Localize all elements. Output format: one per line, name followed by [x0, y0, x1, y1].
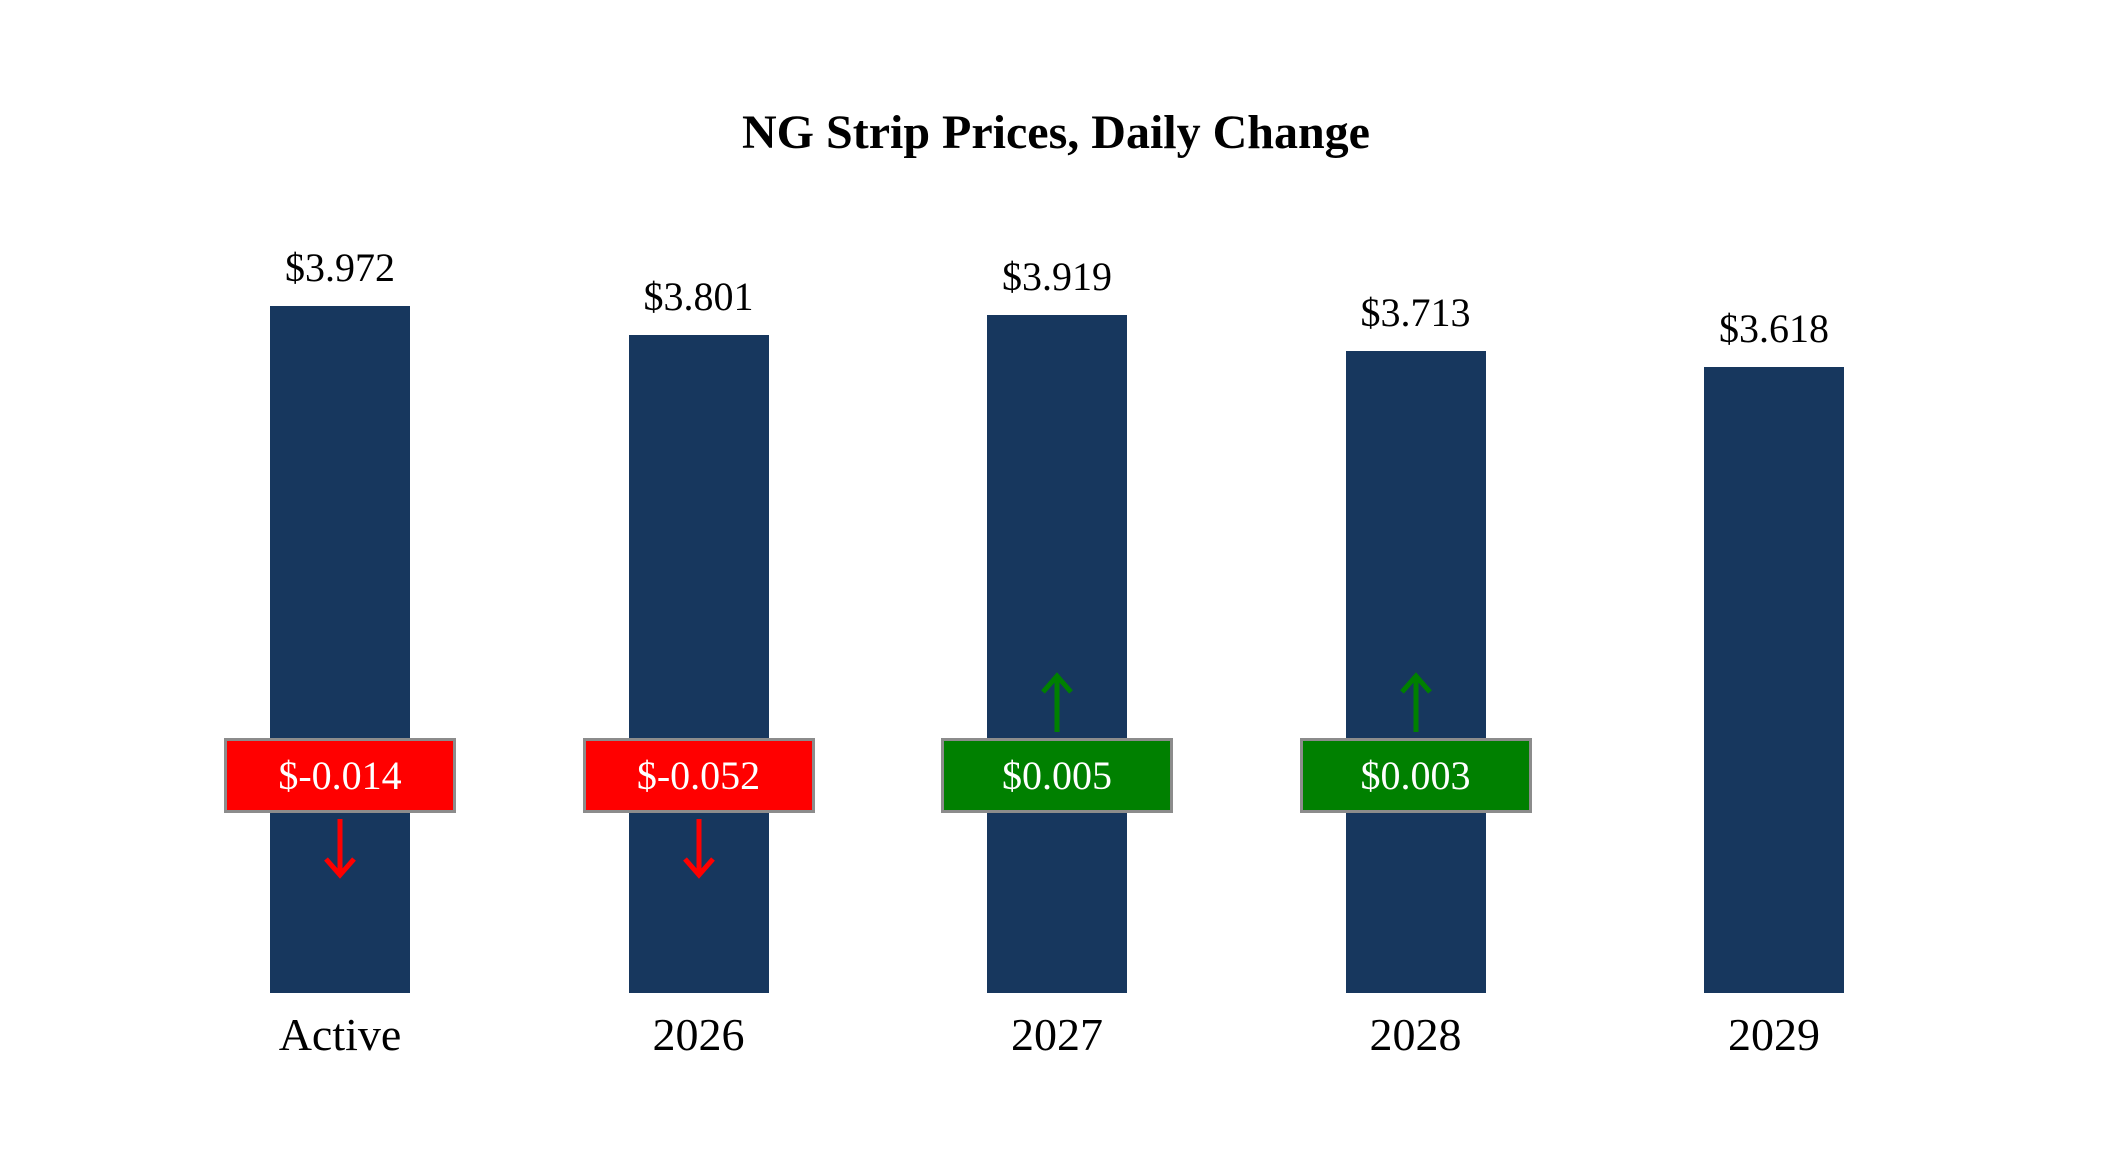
bar-value-label: $3.713: [1360, 289, 1471, 335]
category-label: Active: [278, 1009, 402, 1060]
change-badge: $-0.014: [224, 737, 456, 813]
bar-value-label: $3.801: [643, 274, 754, 320]
bar-value-label: $3.919: [1002, 254, 1112, 299]
change-badge: $-0.052: [582, 737, 815, 813]
chart-title: NG Strip Prices, Daily Change: [742, 106, 1370, 159]
bar: [628, 335, 769, 993]
bar: [987, 315, 1127, 993]
category-label: 2027: [1011, 1009, 1103, 1060]
category-label: 2029: [1728, 1009, 1820, 1060]
change-badge: $0.005: [941, 737, 1173, 813]
bar-value-label: $3.618: [1719, 306, 1829, 352]
decrease-arrow-icon: [318, 817, 362, 881]
category-label: 2026: [652, 1009, 745, 1060]
category-label: 2028: [1369, 1009, 1462, 1060]
increase-arrow-icon: [1394, 670, 1438, 734]
change-badge: $0.003: [1299, 737, 1532, 813]
decrease-arrow-icon: [677, 817, 721, 881]
bar: [1704, 367, 1844, 993]
bar-value-label: $3.972: [285, 244, 395, 290]
bar: [270, 305, 410, 993]
increase-arrow-icon: [1035, 670, 1079, 734]
